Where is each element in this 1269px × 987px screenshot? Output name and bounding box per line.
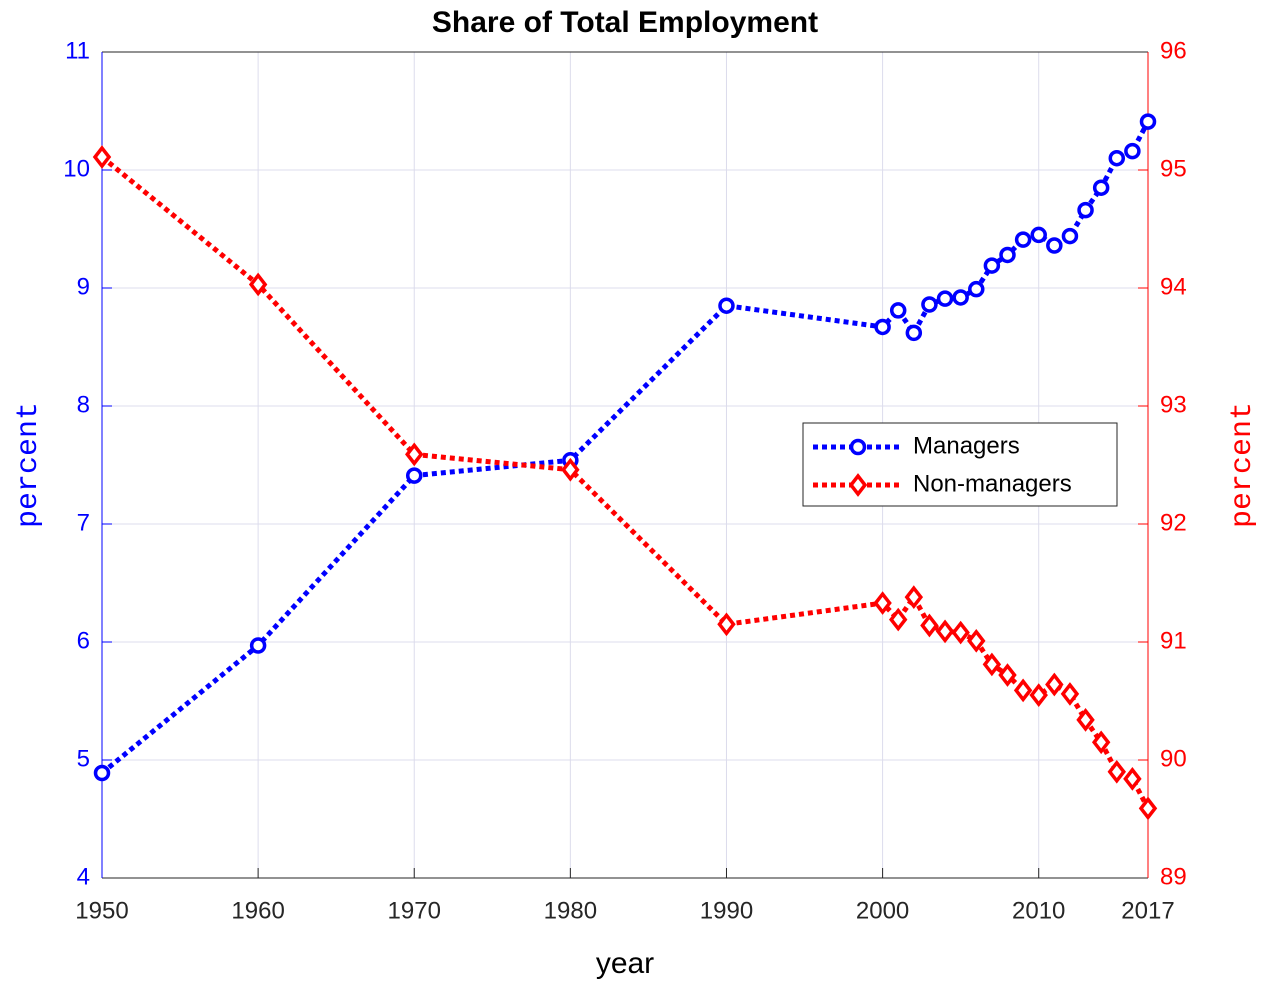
marker — [983, 257, 1001, 274]
marker — [920, 613, 939, 638]
marker — [874, 318, 891, 336]
y-tick-label: 6 — [77, 627, 90, 654]
y2-tick-label: 94 — [1160, 273, 1187, 300]
marker — [1045, 672, 1064, 697]
marker — [905, 324, 923, 342]
marker — [1046, 237, 1063, 254]
marker — [936, 290, 954, 307]
marker — [1139, 113, 1157, 130]
y2-tick-label: 89 — [1160, 863, 1187, 890]
y-axis-label: percent — [12, 402, 46, 528]
marker — [952, 289, 969, 306]
y-tick-label: 7 — [77, 509, 90, 536]
y-tick-label: 5 — [77, 745, 90, 772]
marker — [1124, 142, 1141, 160]
x-tick-label: 1980 — [544, 897, 597, 924]
x-tick-label: 2017 — [1121, 897, 1174, 924]
marker — [982, 652, 1002, 677]
y-tick-label: 11 — [65, 37, 90, 64]
marker — [561, 457, 580, 482]
marker — [1092, 179, 1110, 196]
marker — [967, 628, 986, 653]
marker — [1123, 767, 1142, 791]
marker — [1061, 227, 1079, 245]
marker — [998, 663, 1017, 687]
marker — [1138, 796, 1158, 821]
y2-axis-label: percent — [1226, 402, 1260, 528]
marker — [1014, 231, 1032, 248]
marker — [849, 438, 867, 456]
marker — [405, 467, 423, 484]
marker — [1029, 683, 1048, 707]
marker — [1077, 201, 1094, 219]
marker — [1108, 149, 1126, 167]
marker — [1013, 678, 1033, 703]
legend-label: Managers — [913, 432, 1020, 459]
x-tick-label: 2000 — [856, 897, 909, 924]
marker — [1091, 730, 1111, 755]
marker — [405, 442, 424, 467]
y2-tick-label: 95 — [1160, 155, 1187, 182]
marker — [248, 272, 268, 297]
y2-tick-label: 92 — [1160, 509, 1187, 536]
y-tick-label: 4 — [77, 863, 90, 890]
chart-title: Share of Total Employment — [432, 6, 818, 39]
marker — [249, 637, 267, 654]
marker — [1060, 682, 1080, 706]
marker — [904, 585, 924, 610]
y2-tick-label: 96 — [1160, 37, 1187, 64]
x-axis-label: year — [596, 947, 654, 980]
marker — [935, 619, 955, 644]
y-tick-label: 8 — [77, 391, 90, 418]
marker — [92, 145, 112, 169]
marker — [921, 296, 938, 313]
y2-tick-label: 93 — [1160, 391, 1187, 418]
marker — [717, 612, 736, 637]
marker — [951, 620, 970, 645]
marker — [1107, 759, 1126, 784]
y-tick-label: 9 — [77, 273, 90, 300]
marker — [999, 246, 1016, 264]
marker — [889, 302, 907, 319]
marker — [93, 764, 111, 782]
x-tick-label: 1950 — [75, 897, 128, 924]
marker — [873, 591, 892, 615]
y2-tick-label: 91 — [1160, 627, 1187, 654]
marker — [1030, 226, 1047, 244]
marker — [718, 297, 735, 314]
legend: Managers Non-managers — [802, 422, 1118, 507]
y2-tick-label: 90 — [1160, 745, 1187, 772]
marker — [888, 607, 908, 632]
x-tick-label: 1970 — [388, 897, 441, 924]
legend-label: Non-managers — [913, 470, 1072, 497]
y-tick-label: 10 — [63, 155, 90, 182]
marker — [1076, 708, 1095, 732]
x-tick-label: 1960 — [231, 897, 284, 924]
x-tick-label: 1990 — [700, 897, 753, 924]
marker — [848, 473, 868, 497]
x-tick-label: 2010 — [1012, 897, 1065, 924]
marker — [968, 280, 985, 298]
